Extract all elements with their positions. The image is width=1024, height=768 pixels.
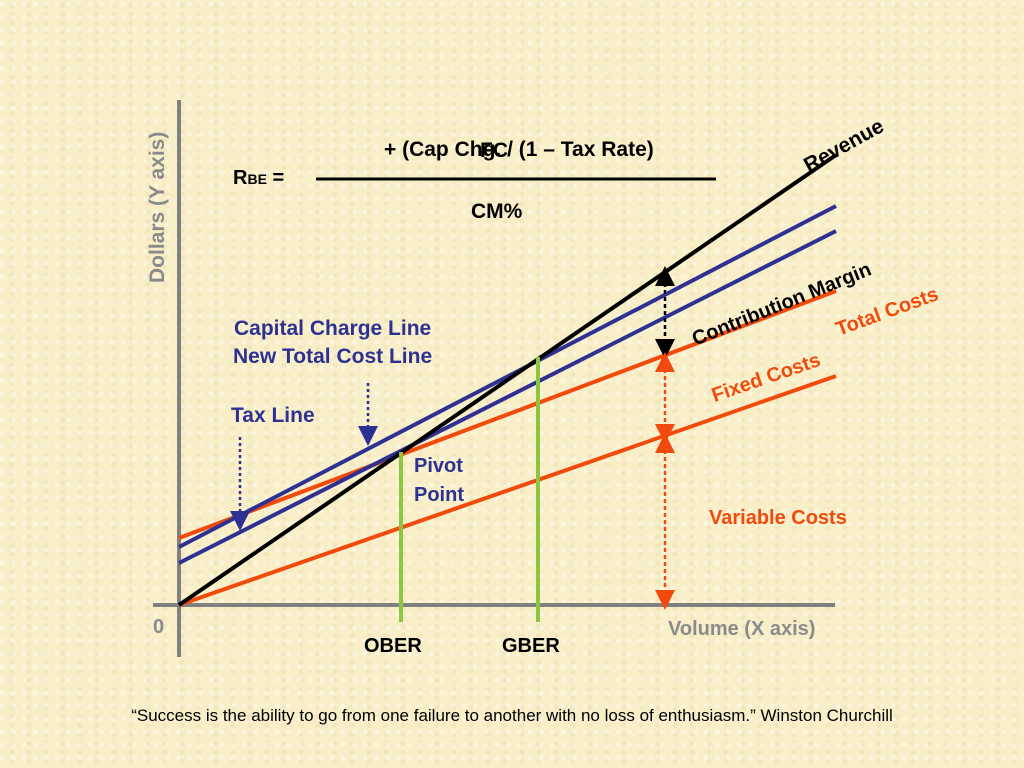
churchill-quote: “Success is the ability to go from one f… (131, 706, 893, 725)
capital-charge-line (178, 229, 837, 565)
revenue-line (177, 153, 838, 607)
pivot-point-label-line1: Pivot (414, 455, 463, 477)
tax-line-label: Tax Line (231, 404, 315, 427)
formula-lhs-equals: = (266, 167, 285, 189)
formula-lhs-r: R (233, 167, 248, 189)
y-axis-label: Dollars (Y axis) (146, 131, 169, 283)
gber-label: GBER (502, 635, 560, 657)
variable-costs-label: Variable Costs (709, 507, 847, 529)
new-total-cost-line-label: New Total Cost Line (233, 345, 433, 368)
origin-label: 0 (153, 616, 165, 638)
capital-charge-line-label: Capital Charge Line (234, 317, 432, 340)
total-costs-line (178, 289, 837, 540)
formula-lhs: RBE = (233, 167, 284, 190)
ober-label: OBER (364, 635, 422, 657)
tax-line (178, 204, 837, 549)
formula-denominator: CM% (471, 200, 523, 223)
formula-lhs-subscript: BE (247, 171, 267, 187)
x-axis-label: Volume (X axis) (668, 618, 816, 640)
pivot-point-label-line2: Point (414, 484, 464, 506)
variable-costs-line (178, 374, 837, 607)
formula-numerator: + (Cap Chg. / (1 – Tax Rate) (384, 138, 654, 161)
formula-numerator-fc: FC (480, 139, 508, 162)
